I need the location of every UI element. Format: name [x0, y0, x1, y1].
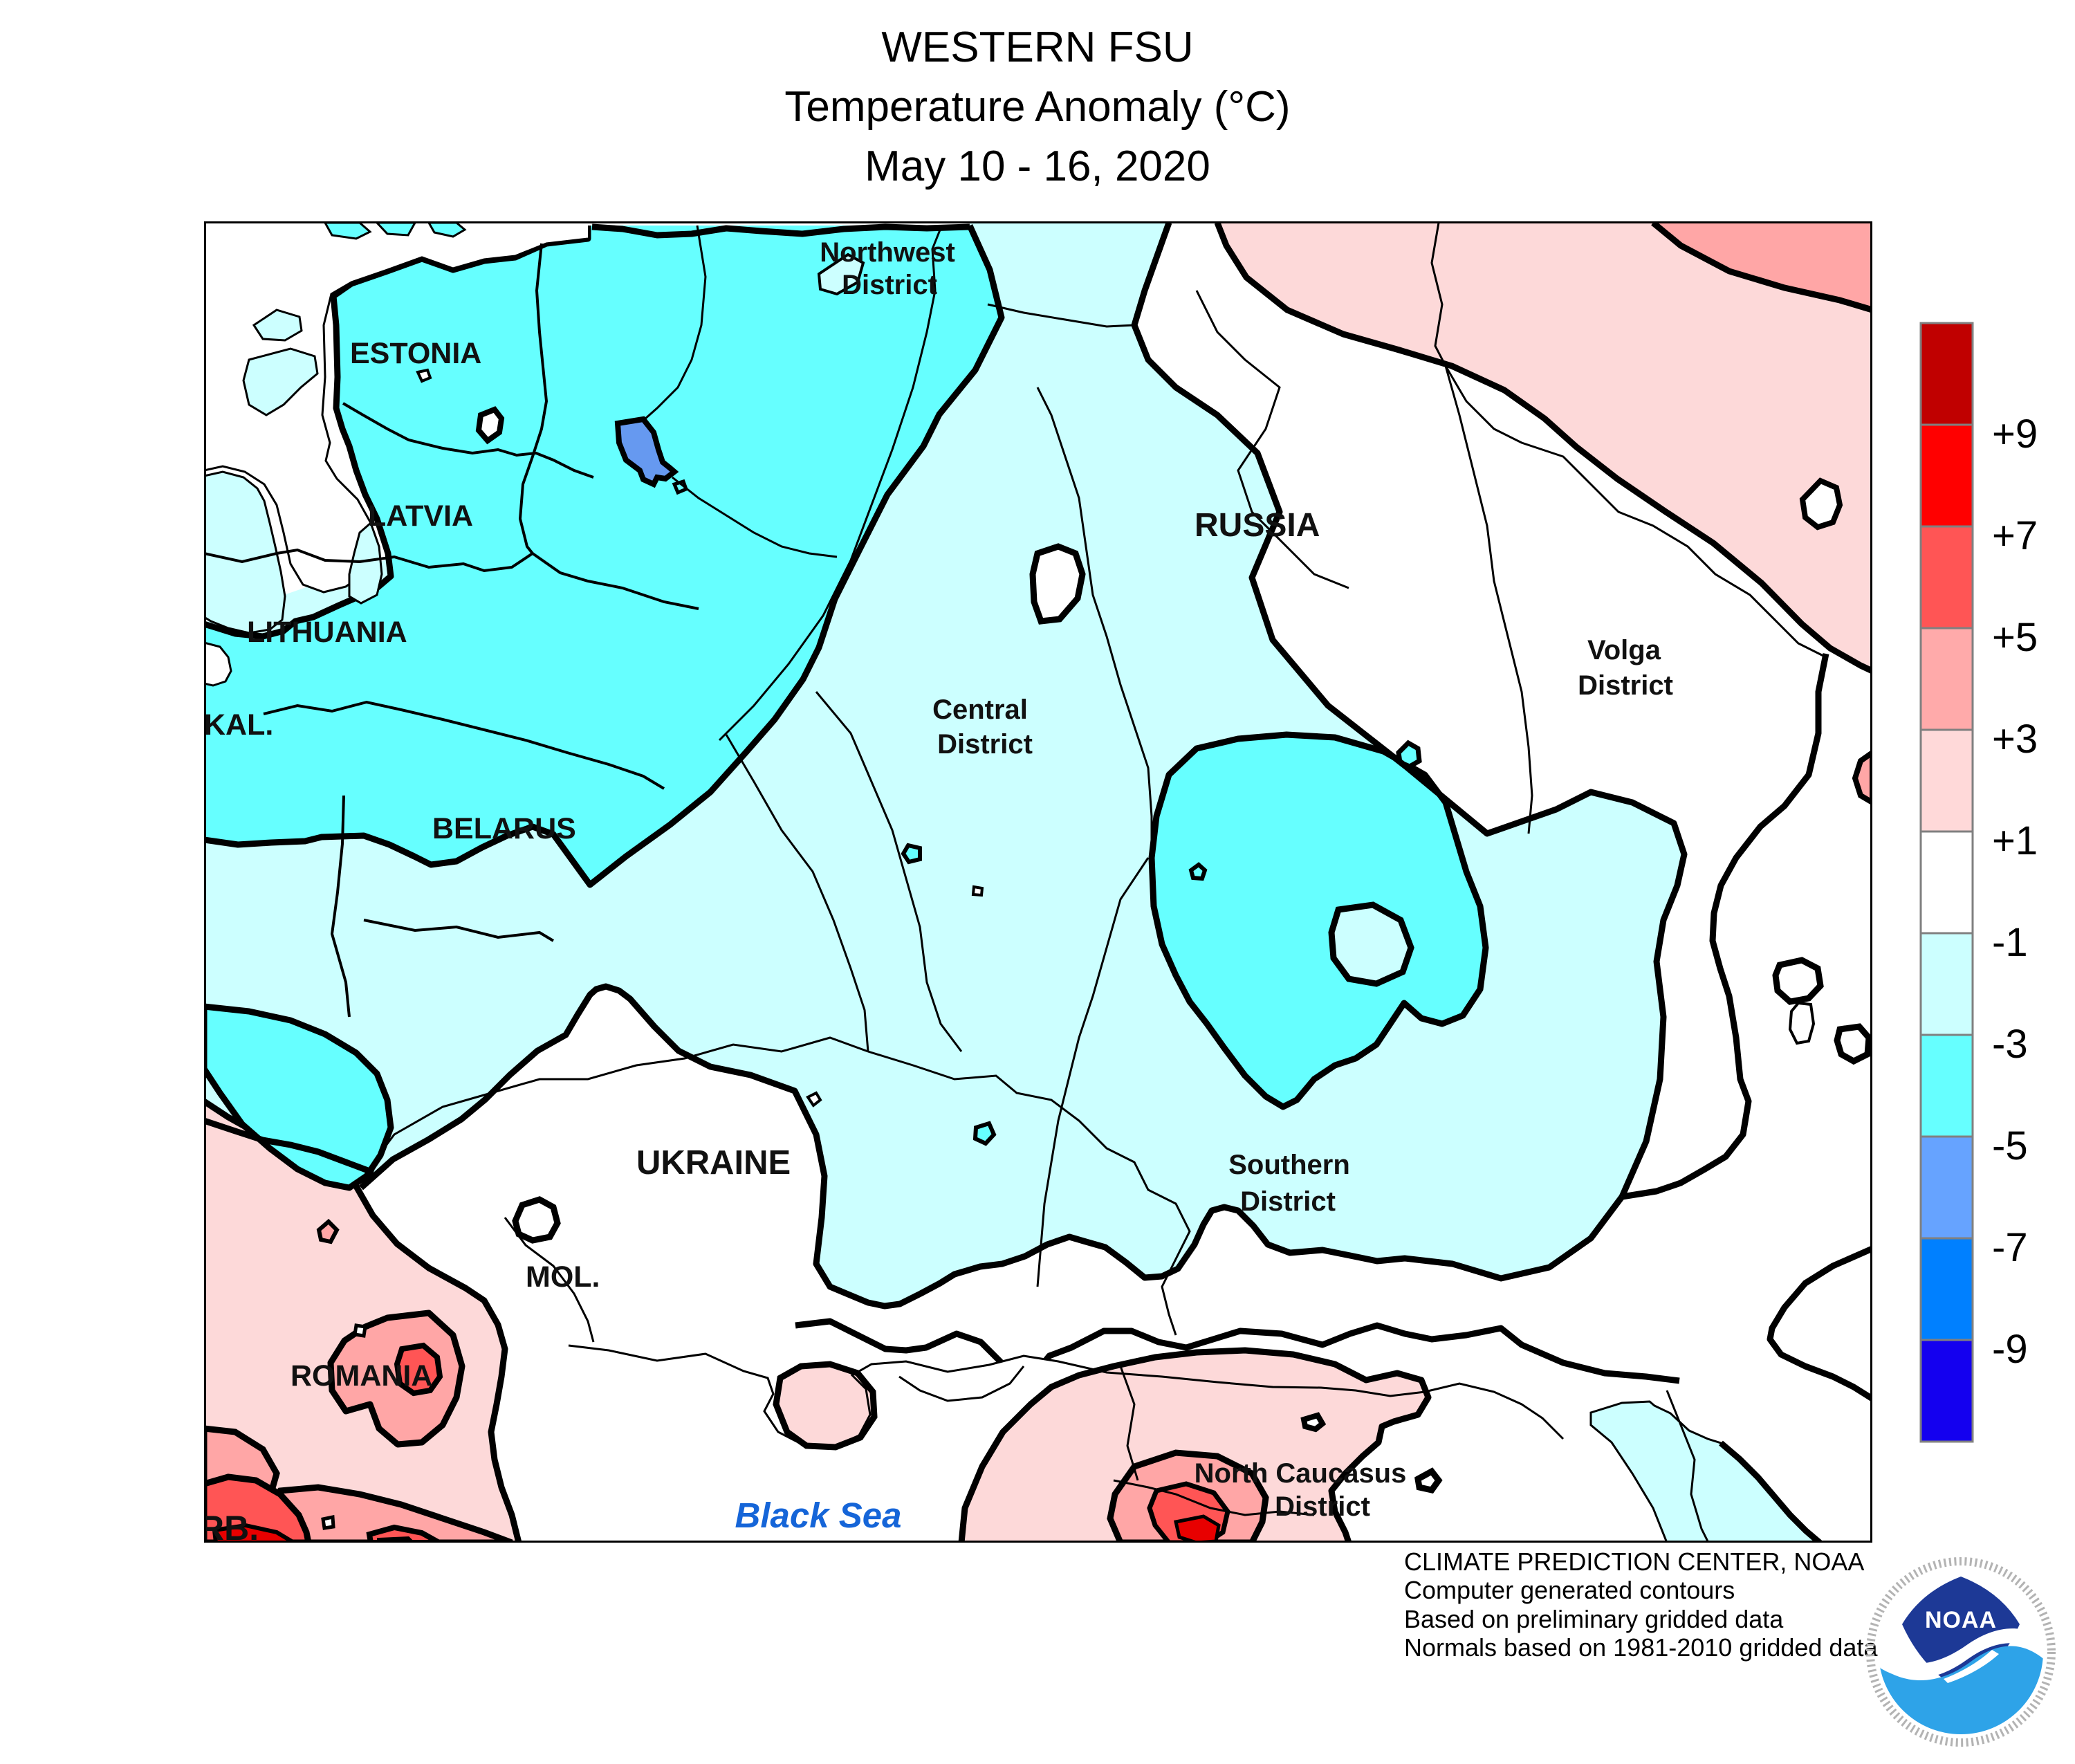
svg-text:-7: -7 — [1992, 1225, 2028, 1270]
svg-text:BELARUS: BELARUS — [432, 812, 576, 845]
svg-text:RUSSIA: RUSSIA — [1195, 507, 1320, 544]
svg-text:Volga: Volga — [1587, 635, 1661, 665]
svg-text:NOAA: NOAA — [1925, 1607, 1997, 1633]
svg-text:UKRAINE: UKRAINE — [636, 1144, 791, 1182]
svg-text:+5: +5 — [1992, 615, 2038, 660]
svg-text:LITHUANIA: LITHUANIA — [247, 616, 407, 649]
svg-text:District: District — [1275, 1491, 1370, 1522]
svg-text:MOL.: MOL. — [526, 1260, 600, 1294]
svg-text:ESTONIA: ESTONIA — [350, 337, 481, 370]
svg-text:District: District — [1578, 670, 1673, 701]
svg-text:+9: +9 — [1992, 412, 2038, 457]
svg-text:-3: -3 — [1992, 1022, 2028, 1067]
svg-text:KAL.: KAL. — [204, 708, 273, 742]
svg-text:North Caucasus: North Caucasus — [1195, 1458, 1407, 1489]
svg-text:+7: +7 — [1992, 513, 2038, 558]
svg-text:District: District — [842, 270, 937, 300]
svg-text:-5: -5 — [1992, 1123, 2028, 1168]
svg-text:ROMANIA: ROMANIA — [290, 1359, 432, 1393]
svg-text:Southern: Southern — [1228, 1150, 1350, 1180]
svg-text:District: District — [937, 729, 1033, 760]
svg-text:District: District — [1240, 1186, 1336, 1217]
svg-text:Black Sea: Black Sea — [735, 1496, 901, 1535]
svg-text:-9: -9 — [1992, 1327, 2028, 1372]
svg-text:Central: Central — [932, 695, 1028, 725]
svg-text:LATVIA: LATVIA — [368, 499, 473, 533]
svg-text:+3: +3 — [1992, 717, 2038, 762]
svg-text:+1: +1 — [1992, 818, 2038, 863]
svg-text:RB.: RB. — [204, 1509, 259, 1543]
svg-text:Northwest: Northwest — [820, 237, 955, 268]
svg-text:-1: -1 — [1992, 920, 2028, 965]
